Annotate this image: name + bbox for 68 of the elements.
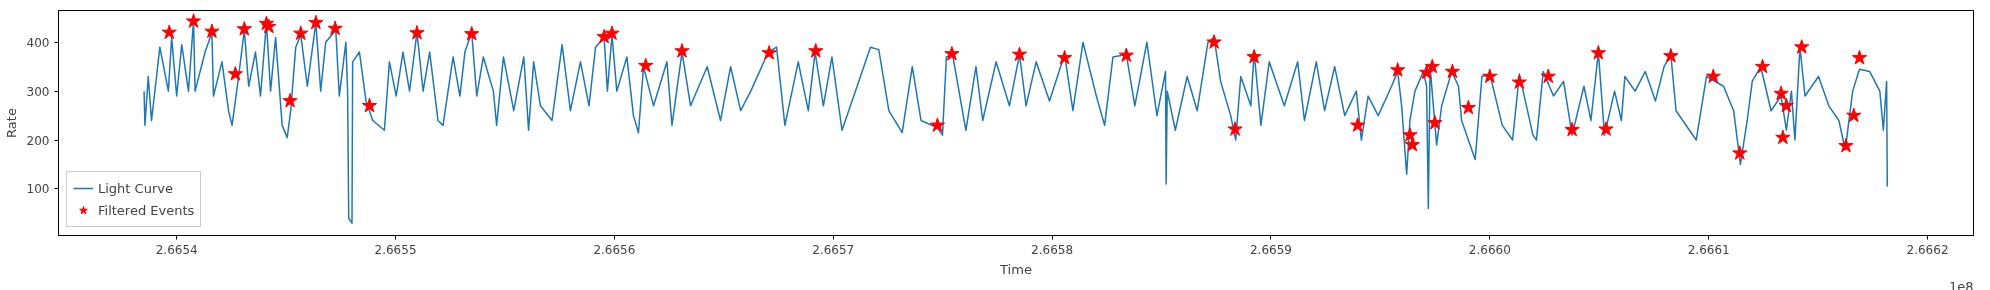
y-tick-label: 300 [26,84,50,99]
point [361,97,378,113]
point [761,45,777,60]
point [464,25,480,41]
point [1794,39,1810,54]
point [409,24,425,40]
x-tick-label: 2.6660 [1468,242,1511,257]
point [1482,68,1498,84]
x-tick-label: 2.6661 [1687,242,1730,257]
point [1402,127,1418,142]
point [1775,129,1791,145]
point [308,14,324,30]
point [1705,68,1721,84]
point [638,57,654,73]
x-tick-label: 2.6654 [155,242,198,257]
point [1056,49,1073,65]
y-tick-label: 100 [26,182,50,197]
point [185,13,202,28]
x-tick-label: 2.6657 [812,242,855,257]
point [1350,117,1366,132]
point [808,43,824,58]
point [929,117,946,132]
x-tick-label: 2.6658 [1031,242,1074,257]
point [1838,137,1854,153]
point [1846,107,1862,123]
point [293,25,309,41]
point [161,24,177,40]
point [1598,121,1614,136]
x-tick-label: 2.6662 [1906,242,1949,257]
point [944,46,960,61]
y-tick-label: 400 [26,35,50,50]
point [227,66,243,81]
point [1778,97,1795,113]
point [1444,63,1461,79]
point [282,92,298,108]
x-tick-label: 2.6656 [593,242,636,257]
point [1011,46,1028,62]
y-axis-title: Rate [3,108,19,138]
point [1590,45,1607,60]
point [327,20,343,36]
point [204,23,220,39]
y-tick-label: 200 [26,133,50,148]
point [674,43,690,58]
point [1511,74,1527,89]
point [1754,58,1771,74]
point [1851,49,1868,65]
x-axis-title: Time [999,261,1032,277]
point [1663,47,1679,63]
x-tick-label: 2.6655 [374,242,417,257]
point [1460,99,1477,115]
legend-label: Filtered Events [98,202,195,218]
point [596,28,612,44]
point [1118,47,1134,63]
point [1424,58,1440,74]
point [1773,85,1789,101]
point [1732,145,1748,160]
point [1427,114,1443,130]
point [236,21,252,36]
point [604,25,620,41]
point [1206,34,1222,49]
point [1227,121,1243,136]
point [1390,62,1406,77]
point [1246,48,1262,64]
point [1540,68,1556,84]
text: 1e8 [1948,278,1974,290]
x-tick-label: 2.6659 [1249,242,1292,257]
point [1564,121,1580,137]
legend-label: Light Curve [98,180,173,196]
